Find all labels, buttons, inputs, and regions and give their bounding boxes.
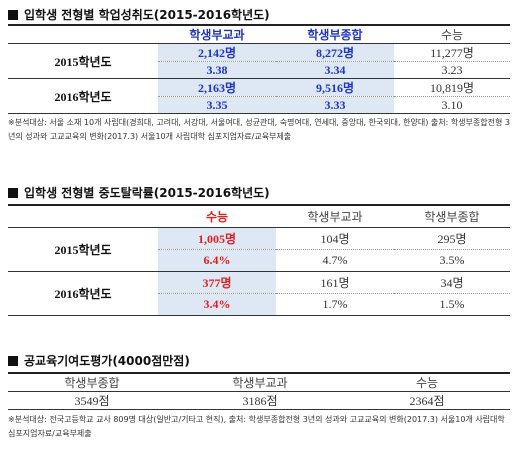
year-cell: 2016학년도 <box>8 78 158 114</box>
contribution-table: 학생부종합 학생부교과 수능 3549점 3186점 2364점 <box>8 372 510 410</box>
source-note: ※분석대상: 서울 소재 10개 사립대(경희대, 고려대, 서강대, 서울여대… <box>8 118 510 141</box>
rate-cell: 1.5% <box>394 293 510 316</box>
count-cell: 377명 <box>158 271 276 294</box>
count-cell: 8,272명 <box>276 43 394 62</box>
score-cell: 3.34 <box>276 61 394 79</box>
count-cell: 9,516명 <box>276 78 394 97</box>
count-cell: 2,163명 <box>158 78 276 97</box>
table-row: 2015학년도 2,142명 8,272명 11,277명 <box>8 43 510 79</box>
dropout-table: 수능 학생부교과 학생부종합 2015학년도 1,005명 104명 295명 … <box>8 204 510 316</box>
count-cell: 34명 <box>394 271 510 294</box>
square-bullet-icon <box>8 10 18 20</box>
header-cell: 학생부종합 <box>8 372 176 392</box>
header-corner <box>8 24 158 44</box>
section3-title: 공교육기여도평가(4000점만점) <box>8 352 190 369</box>
section1-title: 입학생 전형별 학업성취도(2015-2016학년도) <box>8 6 270 23</box>
header-cell: 수능 <box>344 372 510 392</box>
year-cell: 2015학년도 <box>8 43 158 79</box>
table-row: 3.35 3.33 3.10 <box>8 96 510 114</box>
header-cell: 학생부종합 <box>276 24 394 44</box>
rate-cell: 3.4% <box>158 293 276 316</box>
header-cell: 학생부교과 <box>176 372 344 392</box>
value-cell: 3186점 <box>176 391 344 410</box>
source-note: ※분석대상: 전국고등학교 교사 809명 대상(일반고/기타고 현직), 출처… <box>8 415 505 438</box>
rate-cell: 1.7% <box>276 293 394 316</box>
header-cell: 학생부종합 <box>394 204 510 228</box>
square-bullet-icon <box>8 356 18 366</box>
header-cell: 수능 <box>394 24 510 44</box>
table-row: 3.4% 1.7% 1.5% <box>8 293 510 316</box>
section2-title: 입학생 전형별 중도탈락률(2015-2016학년도) <box>8 184 270 201</box>
square-bullet-icon <box>8 188 18 198</box>
score-cell: 3.33 <box>276 96 394 114</box>
year-cell: 2016학년도 <box>8 271 158 316</box>
table-row: 2015학년도 1,005명 104명 295명 <box>8 227 510 272</box>
table-header-row: 학생부교과 학생부종합 수능 <box>8 24 510 44</box>
score-cell: 3.35 <box>158 96 276 114</box>
score-cell: 3.10 <box>394 96 510 114</box>
count-cell: 2,142명 <box>158 43 276 62</box>
table-header-row: 수능 학생부교과 학생부종합 <box>8 204 510 228</box>
rate-cell: 3.5% <box>394 249 510 272</box>
table-row: 2016학년도 377명 161명 34명 <box>8 271 510 316</box>
count-cell: 11,277명 <box>394 43 510 62</box>
count-cell: 104명 <box>276 227 394 250</box>
rate-cell: 6.4% <box>158 249 276 272</box>
achievement-table: 학생부교과 학생부종합 수능 2015학년도 2,142명 8,272명 11,… <box>8 24 510 114</box>
value-cell: 2364점 <box>344 391 510 410</box>
count-cell: 295명 <box>394 227 510 250</box>
table-row: 6.4% 4.7% 3.5% <box>8 249 510 272</box>
year-cell: 2015학년도 <box>8 227 158 272</box>
table-row: 2016학년도 2,163명 9,516명 10,819명 <box>8 78 510 114</box>
score-cell: 3.38 <box>158 61 276 79</box>
count-cell: 1,005명 <box>158 227 276 250</box>
table-row: 3549점 3186점 2364점 <box>8 391 510 410</box>
score-cell: 3.23 <box>394 61 510 79</box>
table-header-row: 학생부종합 학생부교과 수능 <box>8 372 510 392</box>
count-cell: 161명 <box>276 271 394 294</box>
value-cell: 3549점 <box>8 391 176 410</box>
header-cell: 학생부교과 <box>276 204 394 228</box>
table-row: 3.38 3.34 3.23 <box>8 61 510 79</box>
header-cell: 학생부교과 <box>158 24 276 44</box>
count-cell: 10,819명 <box>394 78 510 97</box>
rate-cell: 4.7% <box>276 249 394 272</box>
header-cell: 수능 <box>158 204 276 228</box>
header-corner <box>8 204 158 228</box>
